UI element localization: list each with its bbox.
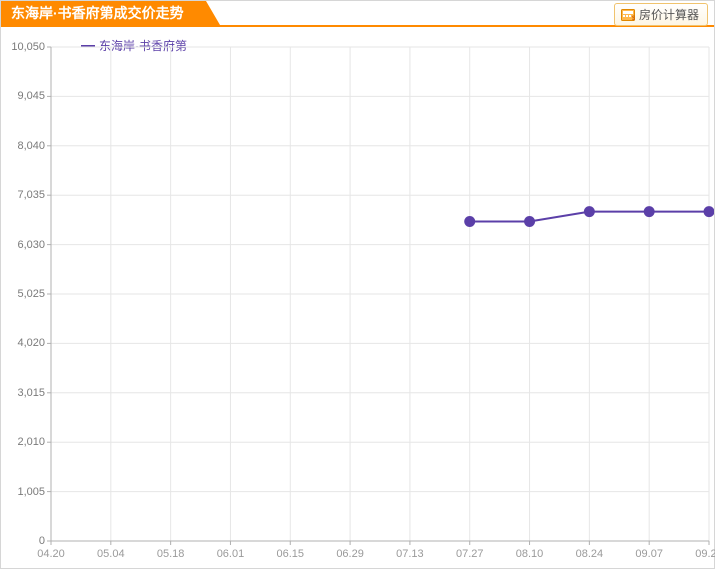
x-tick-label: 07.27 xyxy=(456,549,484,560)
y-tick-label: 6,030 xyxy=(1,240,45,251)
line-chart xyxy=(1,33,714,568)
x-tick-label: 08.24 xyxy=(576,549,604,560)
y-tick-label: 1,005 xyxy=(1,487,45,498)
y-tick-label: 10,050 xyxy=(1,42,45,53)
y-tick-label: 2,010 xyxy=(1,437,45,448)
x-tick-label: 06.15 xyxy=(277,549,305,560)
y-tick-label: 4,020 xyxy=(1,338,45,349)
chart-container: 东海岸·书香府第成交价走势 $ 房价计算器 东海岸·书香府第 01,0052,0… xyxy=(0,0,715,569)
chart-title: 东海岸·书香府第成交价走势 xyxy=(11,5,184,21)
x-tick-label: 07.13 xyxy=(396,549,424,560)
x-tick-label: 06.29 xyxy=(336,549,364,560)
x-tick-label: 06.01 xyxy=(217,549,245,560)
x-tick-label: 09.21 xyxy=(695,549,715,560)
header-bar: 东海岸·书香府第成交价走势 $ 房价计算器 xyxy=(1,1,714,27)
y-tick-label: 0 xyxy=(1,536,45,547)
x-tick-label: 04.20 xyxy=(37,549,65,560)
y-tick-label: 7,035 xyxy=(1,190,45,201)
svg-text:$: $ xyxy=(632,16,635,21)
chart-area: 0 1,005 2,010 3,015 4,020 5,025 6,030 7,035 8,04… xyxy=(1,33,714,568)
x-tick-label: 08.10 xyxy=(516,549,544,560)
calculator-icon: $ xyxy=(621,9,635,21)
y-tick-label: 5,025 xyxy=(1,289,45,300)
x-tick-label: 09.07 xyxy=(635,549,663,560)
y-tick-label: 3,015 xyxy=(1,388,45,399)
chart-title-tab: 东海岸·书香府第成交价走势 xyxy=(1,1,206,25)
price-calculator-button[interactable]: $ 房价计算器 xyxy=(614,3,708,26)
x-tick-label: 05.18 xyxy=(157,549,185,560)
y-tick-label: 8,040 xyxy=(1,141,45,152)
x-tick-label: 05.04 xyxy=(97,549,125,560)
calc-button-label: 房价计算器 xyxy=(639,6,699,23)
y-tick-label: 9,045 xyxy=(1,91,45,102)
